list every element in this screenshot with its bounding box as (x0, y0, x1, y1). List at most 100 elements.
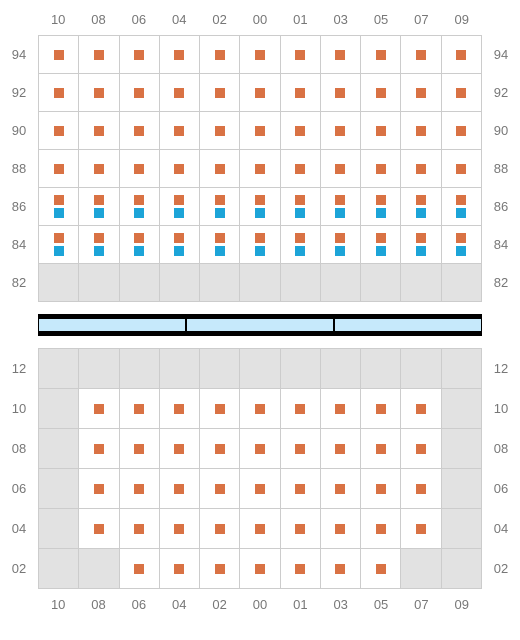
grid-cell[interactable] (361, 264, 401, 302)
grid-cell[interactable] (321, 429, 361, 469)
grid-cell[interactable] (39, 469, 79, 509)
grid-cell[interactable] (321, 349, 361, 389)
grid-cell[interactable] (401, 74, 441, 112)
grid-cell[interactable] (442, 469, 482, 509)
grid-cell[interactable] (281, 349, 321, 389)
grid-cell[interactable] (39, 549, 79, 589)
grid-cell[interactable] (200, 549, 240, 589)
grid-cell[interactable] (39, 112, 79, 150)
grid-cell[interactable] (79, 429, 119, 469)
grid-cell[interactable] (160, 509, 200, 549)
grid-cell[interactable] (401, 469, 441, 509)
grid-cell[interactable] (160, 349, 200, 389)
grid-cell[interactable] (401, 509, 441, 549)
grid-cell[interactable] (401, 349, 441, 389)
grid-cell[interactable] (281, 226, 321, 264)
grid-cell[interactable] (79, 389, 119, 429)
grid-cell[interactable] (361, 226, 401, 264)
grid-cell[interactable] (321, 549, 361, 589)
grid-cell[interactable] (79, 150, 119, 188)
grid-cell[interactable] (401, 429, 441, 469)
grid-cell[interactable] (160, 226, 200, 264)
grid-cell[interactable] (321, 264, 361, 302)
grid-cell[interactable] (79, 226, 119, 264)
grid-cell[interactable] (442, 509, 482, 549)
grid-cell[interactable] (321, 150, 361, 188)
grid-cell[interactable] (442, 429, 482, 469)
grid-cell[interactable] (79, 264, 119, 302)
grid-cell[interactable] (321, 36, 361, 74)
grid-cell[interactable] (120, 150, 160, 188)
grid-cell[interactable] (442, 112, 482, 150)
grid-cell[interactable] (120, 226, 160, 264)
grid-cell[interactable] (442, 188, 482, 226)
grid-cell[interactable] (200, 150, 240, 188)
grid-cell[interactable] (160, 150, 200, 188)
grid-cell[interactable] (200, 74, 240, 112)
grid-cell[interactable] (200, 226, 240, 264)
grid-cell[interactable] (240, 36, 280, 74)
grid-cell[interactable] (442, 389, 482, 429)
grid-cell[interactable] (361, 509, 401, 549)
grid-cell[interactable] (240, 549, 280, 589)
grid-cell[interactable] (39, 150, 79, 188)
grid-cell[interactable] (160, 429, 200, 469)
grid-cell[interactable] (281, 549, 321, 589)
grid-cell[interactable] (240, 74, 280, 112)
grid-cell[interactable] (79, 188, 119, 226)
grid-cell[interactable] (79, 74, 119, 112)
grid-cell[interactable] (160, 549, 200, 589)
grid-cell[interactable] (39, 226, 79, 264)
grid-cell[interactable] (240, 188, 280, 226)
grid-cell[interactable] (240, 509, 280, 549)
grid-cell[interactable] (120, 36, 160, 74)
grid-cell[interactable] (442, 150, 482, 188)
grid-cell[interactable] (442, 226, 482, 264)
grid-cell[interactable] (401, 389, 441, 429)
grid-cell[interactable] (321, 188, 361, 226)
grid-cell[interactable] (39, 188, 79, 226)
grid-cell[interactable] (200, 389, 240, 429)
grid-cell[interactable] (401, 188, 441, 226)
grid-cell[interactable] (120, 429, 160, 469)
grid-cell[interactable] (160, 264, 200, 302)
grid-cell[interactable] (200, 36, 240, 74)
grid-cell[interactable] (361, 469, 401, 509)
grid-cell[interactable] (361, 188, 401, 226)
grid-cell[interactable] (200, 349, 240, 389)
grid-cell[interactable] (442, 349, 482, 389)
grid-cell[interactable] (442, 549, 482, 589)
grid-cell[interactable] (240, 429, 280, 469)
grid-cell[interactable] (361, 112, 401, 150)
grid-cell[interactable] (361, 389, 401, 429)
grid-cell[interactable] (401, 226, 441, 264)
grid-cell[interactable] (39, 429, 79, 469)
grid-cell[interactable] (200, 509, 240, 549)
grid-cell[interactable] (321, 509, 361, 549)
grid-cell[interactable] (160, 469, 200, 509)
grid-cell[interactable] (442, 74, 482, 112)
grid-cell[interactable] (200, 469, 240, 509)
grid-cell[interactable] (120, 509, 160, 549)
grid-cell[interactable] (79, 549, 119, 589)
grid-cell[interactable] (281, 150, 321, 188)
grid-cell[interactable] (120, 188, 160, 226)
grid-cell[interactable] (120, 112, 160, 150)
grid-cell[interactable] (321, 469, 361, 509)
grid-cell[interactable] (79, 112, 119, 150)
grid-cell[interactable] (321, 112, 361, 150)
grid-cell[interactable] (160, 188, 200, 226)
grid-cell[interactable] (361, 429, 401, 469)
grid-cell[interactable] (401, 549, 441, 589)
grid-cell[interactable] (200, 112, 240, 150)
grid-cell[interactable] (240, 349, 280, 389)
grid-cell[interactable] (361, 74, 401, 112)
grid-cell[interactable] (120, 389, 160, 429)
grid-cell[interactable] (39, 264, 79, 302)
grid-cell[interactable] (401, 36, 441, 74)
grid-cell[interactable] (361, 36, 401, 74)
grid-cell[interactable] (79, 469, 119, 509)
grid-cell[interactable] (160, 74, 200, 112)
grid-cell[interactable] (160, 112, 200, 150)
grid-cell[interactable] (281, 469, 321, 509)
